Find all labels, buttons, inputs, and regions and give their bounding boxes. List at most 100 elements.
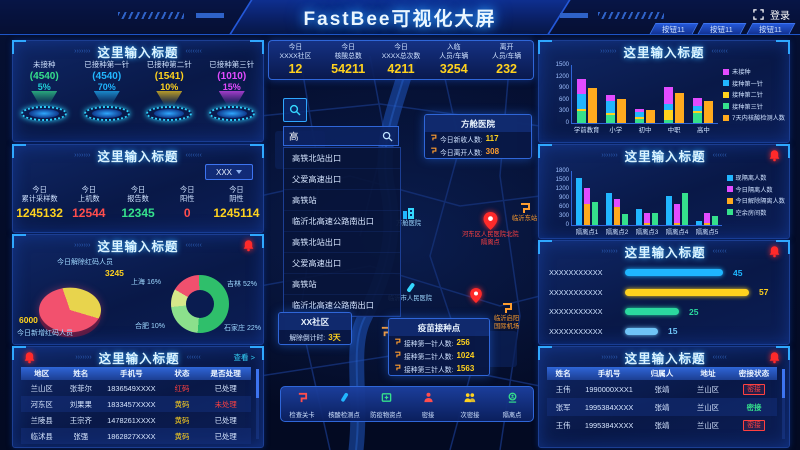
stat-value: 1245132 (16, 206, 63, 220)
bar-segment (576, 109, 586, 111)
header-button-label: 按钮11 (759, 25, 782, 34)
bar-segment (696, 221, 702, 225)
east-station-marker[interactable]: 临沂东站 (512, 202, 537, 223)
alert-bell-icon[interactable] (23, 351, 36, 364)
center-stat-item: 离开 人员/车辆 232 (480, 41, 533, 79)
table-row[interactable]: 兰陵县 王宗齐 1478261XXXX 黄码 已处理 (21, 412, 251, 428)
table-row[interactable]: 临沭县 张强 1862827XXXX 黄码 已处理 (21, 428, 251, 444)
map-legend-item-核酸检测点[interactable]: 核酸检测点 (323, 390, 365, 419)
station-icon (430, 147, 437, 156)
y-axis-tick: 1500 (555, 177, 569, 183)
search-result-item[interactable]: 高铁北站出口 (284, 148, 400, 169)
map-legend-item-检查关卡[interactable]: 检查关卡 (281, 390, 323, 419)
table-cell: 兰山区 (696, 420, 720, 430)
header-button[interactable]: 按钮11 (648, 23, 698, 34)
bar (666, 196, 672, 225)
table-scrollbar[interactable] (782, 369, 785, 439)
map-legend-item-密接[interactable]: 密接 (407, 390, 449, 419)
bar-segment (614, 199, 620, 207)
bar (625, 269, 723, 277)
table-row[interactable]: 王伟 1995384XXXX 张靖 兰山区 密接 (547, 416, 777, 434)
bar (652, 213, 658, 225)
gauge-percent: 5% (37, 82, 51, 92)
alert-bell-icon[interactable] (768, 351, 781, 364)
bar (682, 193, 688, 225)
search-result-item[interactable]: 高铁站 (284, 190, 400, 211)
fangcang-label: 方舱医院 (396, 220, 422, 227)
city-hospital-marker[interactable]: 临沂市人民医院 (388, 282, 432, 303)
search-result-item[interactable]: 高铁站 (284, 274, 400, 295)
fangcang-hospital-marker[interactable]: 方舱医院 (396, 208, 421, 228)
legend-label: 今日解除隔离人数 (735, 198, 786, 205)
gauge-platform (83, 106, 130, 121)
header-button[interactable]: 按钮11 (696, 23, 747, 34)
airport-marker[interactable]: 临沂启阳 国际机场 (494, 302, 519, 331)
stat-value: 0 (183, 206, 191, 220)
center-stat-value: 12 (288, 61, 303, 76)
tooltip-row: 接种第三针人数: 1563 (389, 362, 489, 375)
header-button[interactable]: 按钮11 (745, 23, 796, 34)
gauge-value: (1010) (217, 71, 247, 82)
view-more-link[interactable]: 查看 > (233, 353, 255, 362)
bar-value: 25 (689, 306, 699, 317)
bar (625, 288, 749, 296)
panel-title: 这里输入标题 (623, 46, 705, 60)
map-legend-item-隔离点[interactable]: 隔离点 (491, 390, 533, 419)
search-result-item[interactable]: 高铁北站出口 (284, 232, 400, 253)
alert-bell-icon[interactable] (768, 149, 781, 162)
gauge-value: (4540) (29, 71, 59, 82)
table-cell: 兰山区 (30, 383, 53, 393)
gauge-value: (4540) (92, 71, 122, 82)
table-row[interactable]: 兰山区 张菲尔 1836549XXXX 红码 已处理 (21, 380, 251, 396)
east-station-label: 临沂东站 (512, 215, 538, 222)
table-row[interactable]: 张军 1995384XXXX 张靖 兰山区 密接 (547, 398, 777, 416)
vaccine-pin-marker[interactable] (470, 288, 482, 303)
hospital-building-icon (403, 208, 415, 219)
legend-swatch (726, 174, 733, 181)
station-icon (520, 203, 530, 213)
legend-swatch (723, 114, 730, 121)
map-legend-item-防疫物资点[interactable]: 防疫物资点 (365, 390, 407, 419)
table-header-row: 地区 姓名 手机号 状态 是否处理 (21, 367, 251, 380)
quarantine-pin-marker[interactable]: 河东区人民医院北院 隔离点 (462, 212, 519, 247)
search-result-item[interactable]: 父爱高速出口 (284, 253, 400, 274)
bar-segment (636, 209, 642, 225)
stat-item: 今日 阳性 0 (163, 185, 212, 220)
table-cell: 王伟 (555, 384, 571, 394)
map-legend-item-次密接[interactable]: 次密接 (449, 390, 491, 419)
bar (636, 209, 642, 225)
bar (674, 204, 680, 225)
pie-label-released: 今日解除红码人员 (57, 259, 113, 266)
search-toggle-button[interactable] (283, 98, 307, 122)
center-stat-value: 232 (496, 61, 518, 76)
bar-segment (644, 213, 650, 223)
quarantine-icon (507, 390, 518, 408)
search-result-item[interactable]: 临沂北高速公路南出口 (284, 211, 400, 232)
center-stat-item: 今日 XXXX社区 12 (269, 41, 322, 79)
table-row[interactable]: 河东区 刘果果 1833457XXXX 黄码 未处理 (21, 396, 251, 412)
table-cell: 张军 (555, 402, 571, 412)
table-scrollbar[interactable] (256, 369, 259, 439)
chart-category: 初中 (634, 109, 655, 134)
chart-legend: 现隔离人数 今日隔离人数 今日解除隔离人数 空余房间数 (726, 173, 786, 217)
legend-item: 接种第二针 (723, 90, 785, 99)
search-icon[interactable] (382, 131, 393, 142)
login-button[interactable]: 登录 (770, 11, 790, 22)
filter-dropdown[interactable]: XXX (205, 164, 253, 180)
search-input[interactable]: 高 (283, 126, 399, 146)
table-row[interactable]: 王伟 1990000XXX1 张靖 兰山区 密接 (547, 380, 777, 398)
center-stats-bar: 今日 XXXX社区 12 今日 核酸总数 54211 今日 XXXX总次数 4211 入临 … (268, 40, 534, 80)
bar (645, 110, 655, 123)
legend-swatch (723, 68, 730, 75)
vaccine-tooltip: 疫苗接种点 接种第一针人数: 256 接种第二针人数: 1024 接种第三针人数: 156… (388, 318, 490, 376)
stat-label: 今日 报告数 (127, 185, 149, 203)
legend-item: 今日隔离人数 (726, 185, 786, 194)
alert-bell-icon[interactable] (768, 245, 781, 258)
header-deco-right-bar (560, 13, 588, 18)
legend-label: 现隔离人数 (735, 175, 767, 182)
search-result-item[interactable]: 父爱高速出口 (284, 169, 400, 190)
alert-bell-icon[interactable] (242, 239, 255, 252)
gauge-beam (31, 91, 58, 106)
y-axis-tick: 900 (558, 195, 569, 201)
fullscreen-icon[interactable] (753, 9, 764, 20)
